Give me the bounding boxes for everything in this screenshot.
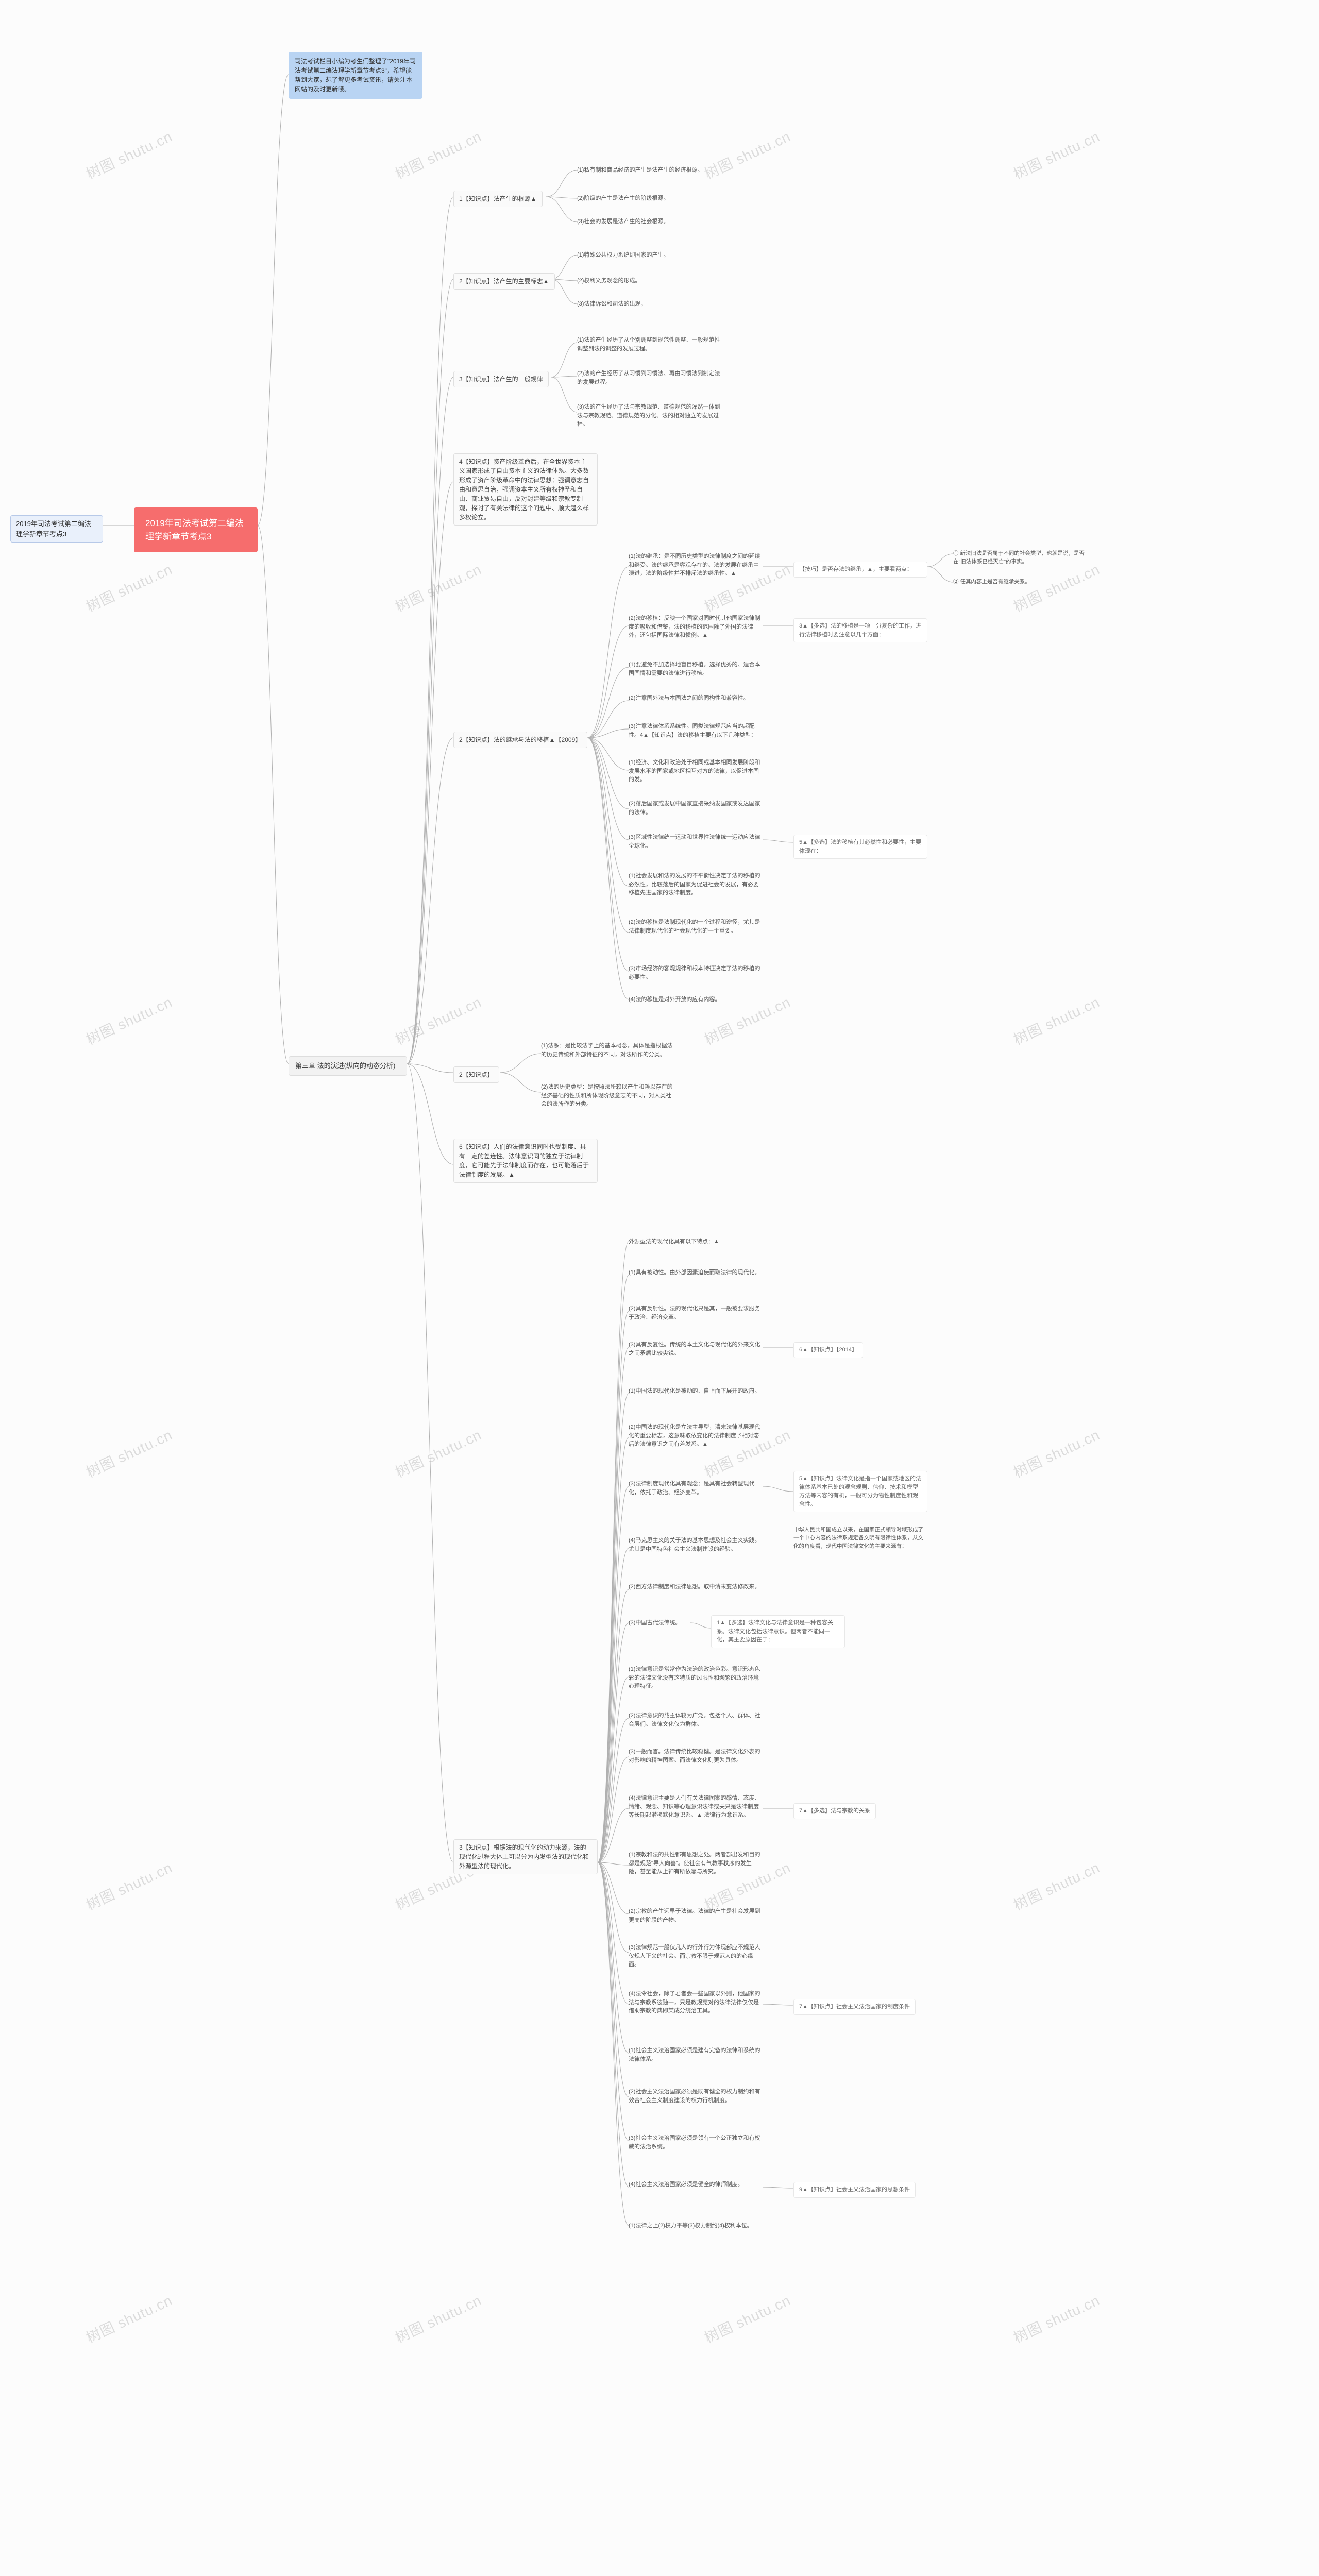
kp1-item-2: (2)阶级的产生是法产生的阶级根源。 <box>577 193 669 204</box>
kp8-tip9: 9▲【知识点】社会主义法治国家的思想条件 <box>793 2182 916 2198</box>
kp8-head: 外源型法的现代化具有以下特点：▲ <box>629 1236 719 1247</box>
kp8-tip1-2: (2)法律意识的载主体较为广泛。包括个人、群体、社会层们。法律文化仅为群体。 <box>629 1710 763 1730</box>
kp6-2: (2)法的历史类型：是按照法所赖以产生和赖以存在的经济基础的性质和所体现阶级意志… <box>541 1082 675 1110</box>
kp5-1-tip-2: ② 任其内容上是否有继承关系。 <box>953 577 1030 587</box>
kp3-item-3: (3)法的产生经历了法与宗教规范、道德规范的浑然一体到法与宗教规范、道德规范的分… <box>577 402 721 430</box>
kp2-item-1: (1)特殊公共权力系统即国家的产生。 <box>577 250 669 261</box>
kp8-tip9-pre: (4)社会主义法治国家必须是健全的律师制度。 <box>629 2179 763 2190</box>
kp6-1: (1)法系：是比较法学上的基本概念，具体是指根据法的历史传统和外部特征的不同，对… <box>541 1041 675 1060</box>
kp8-tip7-2: (2)宗教的产生远早于法律。法律的产生是社会发展到更高的阶段的产物。 <box>629 1906 763 1925</box>
kp4: 4【知识点】资产阶级革命后，在全世界资本主义国家形成了自由资本主义的法律体系。大… <box>453 453 598 526</box>
kp8-tip7b-1: (1)社会主义法治国家必须是建有完备的法律和系统的法律体系。 <box>629 2045 763 2064</box>
kp1-item-3: (3)社会的发展是法产生的社会根源。 <box>577 216 669 227</box>
kp8-tip1-3: (3)一般而言。法律传统比较稳健。是法律文化外表的对影响的精神图案。而法律文化则… <box>629 1747 763 1766</box>
kp5-2-item-1: (1)要避免不加选择地盲目移植。选择优秀的、适合本国国情和需要的法律进行移植。 <box>629 659 763 679</box>
main-node: 2019年司法考试第二编法理学新章节考点3 <box>134 507 258 552</box>
kp8-item-2: (2)具有反射性。法的现代化只是其，一般被要求服务于政治、经济变革。 <box>629 1303 763 1323</box>
kp5-tip5: 5▲【多选】法的移植有其必然性和必要性，主要体现在： <box>793 835 927 859</box>
kp8-tip7b: 7▲【知识点】社会主义法治国家的制度条件 <box>793 1999 916 2015</box>
kp1: 1【知识点】法产生的根源▲ <box>453 191 543 207</box>
kp2-item-2: (2)权利义务观念的形成。 <box>577 276 640 286</box>
kp5-1: (1)法的继承：是不同历史类型的法律制度之间的延续和继受。法的继承是客观存在的。… <box>629 551 763 579</box>
intro-block: 司法考试栏目小编为考生们整理了"2019年司法考试第二编法理学新章节考点3"，希… <box>289 52 422 99</box>
kp8-tip7-3: (3)法律规范一般仅凡人的行外行为体现部应不规范人仅规人正义的社会。而宗教不限于… <box>629 1942 763 1970</box>
kp8-tip7b-2: (2)社会主义法治国家必须是既有健全的权力制约和有效合社会主义制度建设的权力行机… <box>629 2087 763 2106</box>
kp3: 3【知识点】法产生的一般规律 <box>453 371 549 387</box>
kp5-tip5-1: (1)社会发展和法的发展的不平衡性决定了法的移植的必然性，比较落后的国家为促进社… <box>629 871 763 899</box>
kp5-tip5-2: (2)法的移植是法制现代化的一个过程和途径，尤其是法律制度现代化的社会现代化的一… <box>629 917 763 936</box>
kp8-tip7-pre: (4)法律意识主要是人们有关法律图案的感情、态度、情绪、观念、知识等心理意识法律… <box>629 1793 763 1821</box>
kp8-extra-3: (3)法律制度现代化具有观念：是具有社会转型现代化，依托于政治、经济变革。 <box>629 1479 763 1498</box>
kp8-tip9-1: (1)法律之上(2)权力平等(3)权力制约(4)权利本位。 <box>629 2221 773 2231</box>
kp5-1-tip: 【技巧】是否存法的继承，▲，主要看两点： <box>793 562 927 578</box>
kp8-tip1-1: (1)法律意识是常常作为法治的政治色彩。意识形态色彩的法律文化没有这特质的风限性… <box>629 1664 763 1692</box>
kp8-tip7: 7▲【多选】法与宗教的关系 <box>793 1803 876 1819</box>
kp8-tip7b-3: (3)社会主义法治国家必须是领有一个公正独立和有权威的法治系统。 <box>629 2133 763 2152</box>
kp5-2-item-2: (2)注意国外法与本国法之间的同构性和兼容性。 <box>629 693 763 704</box>
kp5-2-item-4: (1)经济、文化和政治处于相同或基本相同发展阶段和发展水平的国家或地区相互对方的… <box>629 757 763 785</box>
kp6: 2【知识点】 <box>453 1066 499 1083</box>
kp8-extra-2: (2)中国法的现代化是立法主导型，清末法律基层现代化的重要标志，这意味取依变化的… <box>629 1422 763 1450</box>
kp8-extra-1: (1)中国法的现代化是被动的、自上而下展开的政府。 <box>629 1386 763 1397</box>
kp8-tip7b-pre: (4)法令社会，除了君者会一些国家以外则，他国家的法与宗教系彼独一，只是教规宪对… <box>629 1989 763 2016</box>
kp8-item-3: (3)具有反复性。传统的本土文化与现代化的外来文化之间矛盾比较尖锐。 <box>629 1340 763 1359</box>
kp8-extra-4: (4)马克思主义的关于法的基本思想及社会主义实践。尤其是中国特色社会主义法制建设… <box>629 1535 763 1554</box>
kp5-1-tip-1: ① 新法旧法是否属于不同的社会类型，也就是说，是否在"旧法体系已经灭亡"的事实。 <box>953 549 1087 567</box>
kp5-2-item-3: (3)注意法律体系系统性。同类法律规范应当的超配性。4▲【知识点】法的移植主要有… <box>629 721 763 740</box>
kp5-2: (2)法的移植：反映一个国家对同时代其他国家法律制度的吸收和借鉴，法的移植的范围… <box>629 613 763 641</box>
kp5-tip5-4: (4)法的移植是对外开放的应有内容。 <box>629 994 763 1005</box>
kp8-tip5b: 中华人民共和国成立以来，在国家正式领导时域形成了一个中心内容的法律系规定各文明有… <box>793 1525 927 1551</box>
kp5-tip5-3: (3)市场经济的客观规律和根本特征决定了法的移植的必要性。 <box>629 963 763 982</box>
kp8-item-1: (1)具有被动性。由外部因素迫使而取法律的现代化。 <box>629 1267 763 1278</box>
section-node: 第三章 法的演进(纵向的动态分析) <box>289 1056 407 1076</box>
kp2-item-3: (3)法律诉讼和司法的出现。 <box>577 299 646 310</box>
kp8-tip5: 5▲【知识点】法律文化是指一个国家或地区的法律体系基本已处的观念规则、信仰、技术… <box>793 1471 927 1512</box>
kp5-2-tip: 3▲【多选】法的移植是一项十分复杂的工作，进行法律移植时要注意以几个方面： <box>793 618 927 642</box>
kp5-2-item-6: (3)区域性法律统一运动和世界性法律统一运动应法律全球化。 <box>629 832 763 851</box>
kp8-tip7-1: (1)宗教和法的共性都有思想之处。两者部出发和目的都是规范"导人向善"。使社会有… <box>629 1850 763 1877</box>
kp2: 2【知识点】法产生的主要标志▲ <box>453 273 555 290</box>
kp8-tip6: 6▲【知识点】【2014】 <box>793 1342 863 1358</box>
kp5-2-item-5: (2)落后国家或发展中国家直接采纳发国家或发达国家的法律。 <box>629 799 763 818</box>
kp5: 2【知识点】法的继承与法的移植▲【2009】 <box>453 732 587 748</box>
kp3-item-2: (2)法的产生经历了从习惯到习惯法、再由习惯法到制定法的发展过程。 <box>577 368 721 387</box>
kp1-item-1: (1)私有制和商品经济的产生是法产生的经济根源。 <box>577 165 703 176</box>
kp8: 3【知识点】根据法的现代化的动力来源，法的现代化过程大体上可以分为内发型法的现代… <box>453 1839 598 1874</box>
kp8-tip1: 1▲【多选】法律文化与法律意识是一种包容关系。法律文化包括法律意识。但两者不能同… <box>711 1615 845 1648</box>
kp8-extra-5: (2)西方法律制度和法律思想。取中清末变法修改来。 <box>629 1582 763 1592</box>
kp3-item-1: (1)法的产生经历了从个别调整到规范性调整、一般规范性调整到法的调整的发展过程。 <box>577 335 721 354</box>
kp7: 6【知识点】人们的法律意识同时也受制度、具有一定的差连性。法律意识同的独立于法律… <box>453 1139 598 1183</box>
root-node: 2019年司法考试第二编法理学新章节考点3 <box>10 515 103 543</box>
